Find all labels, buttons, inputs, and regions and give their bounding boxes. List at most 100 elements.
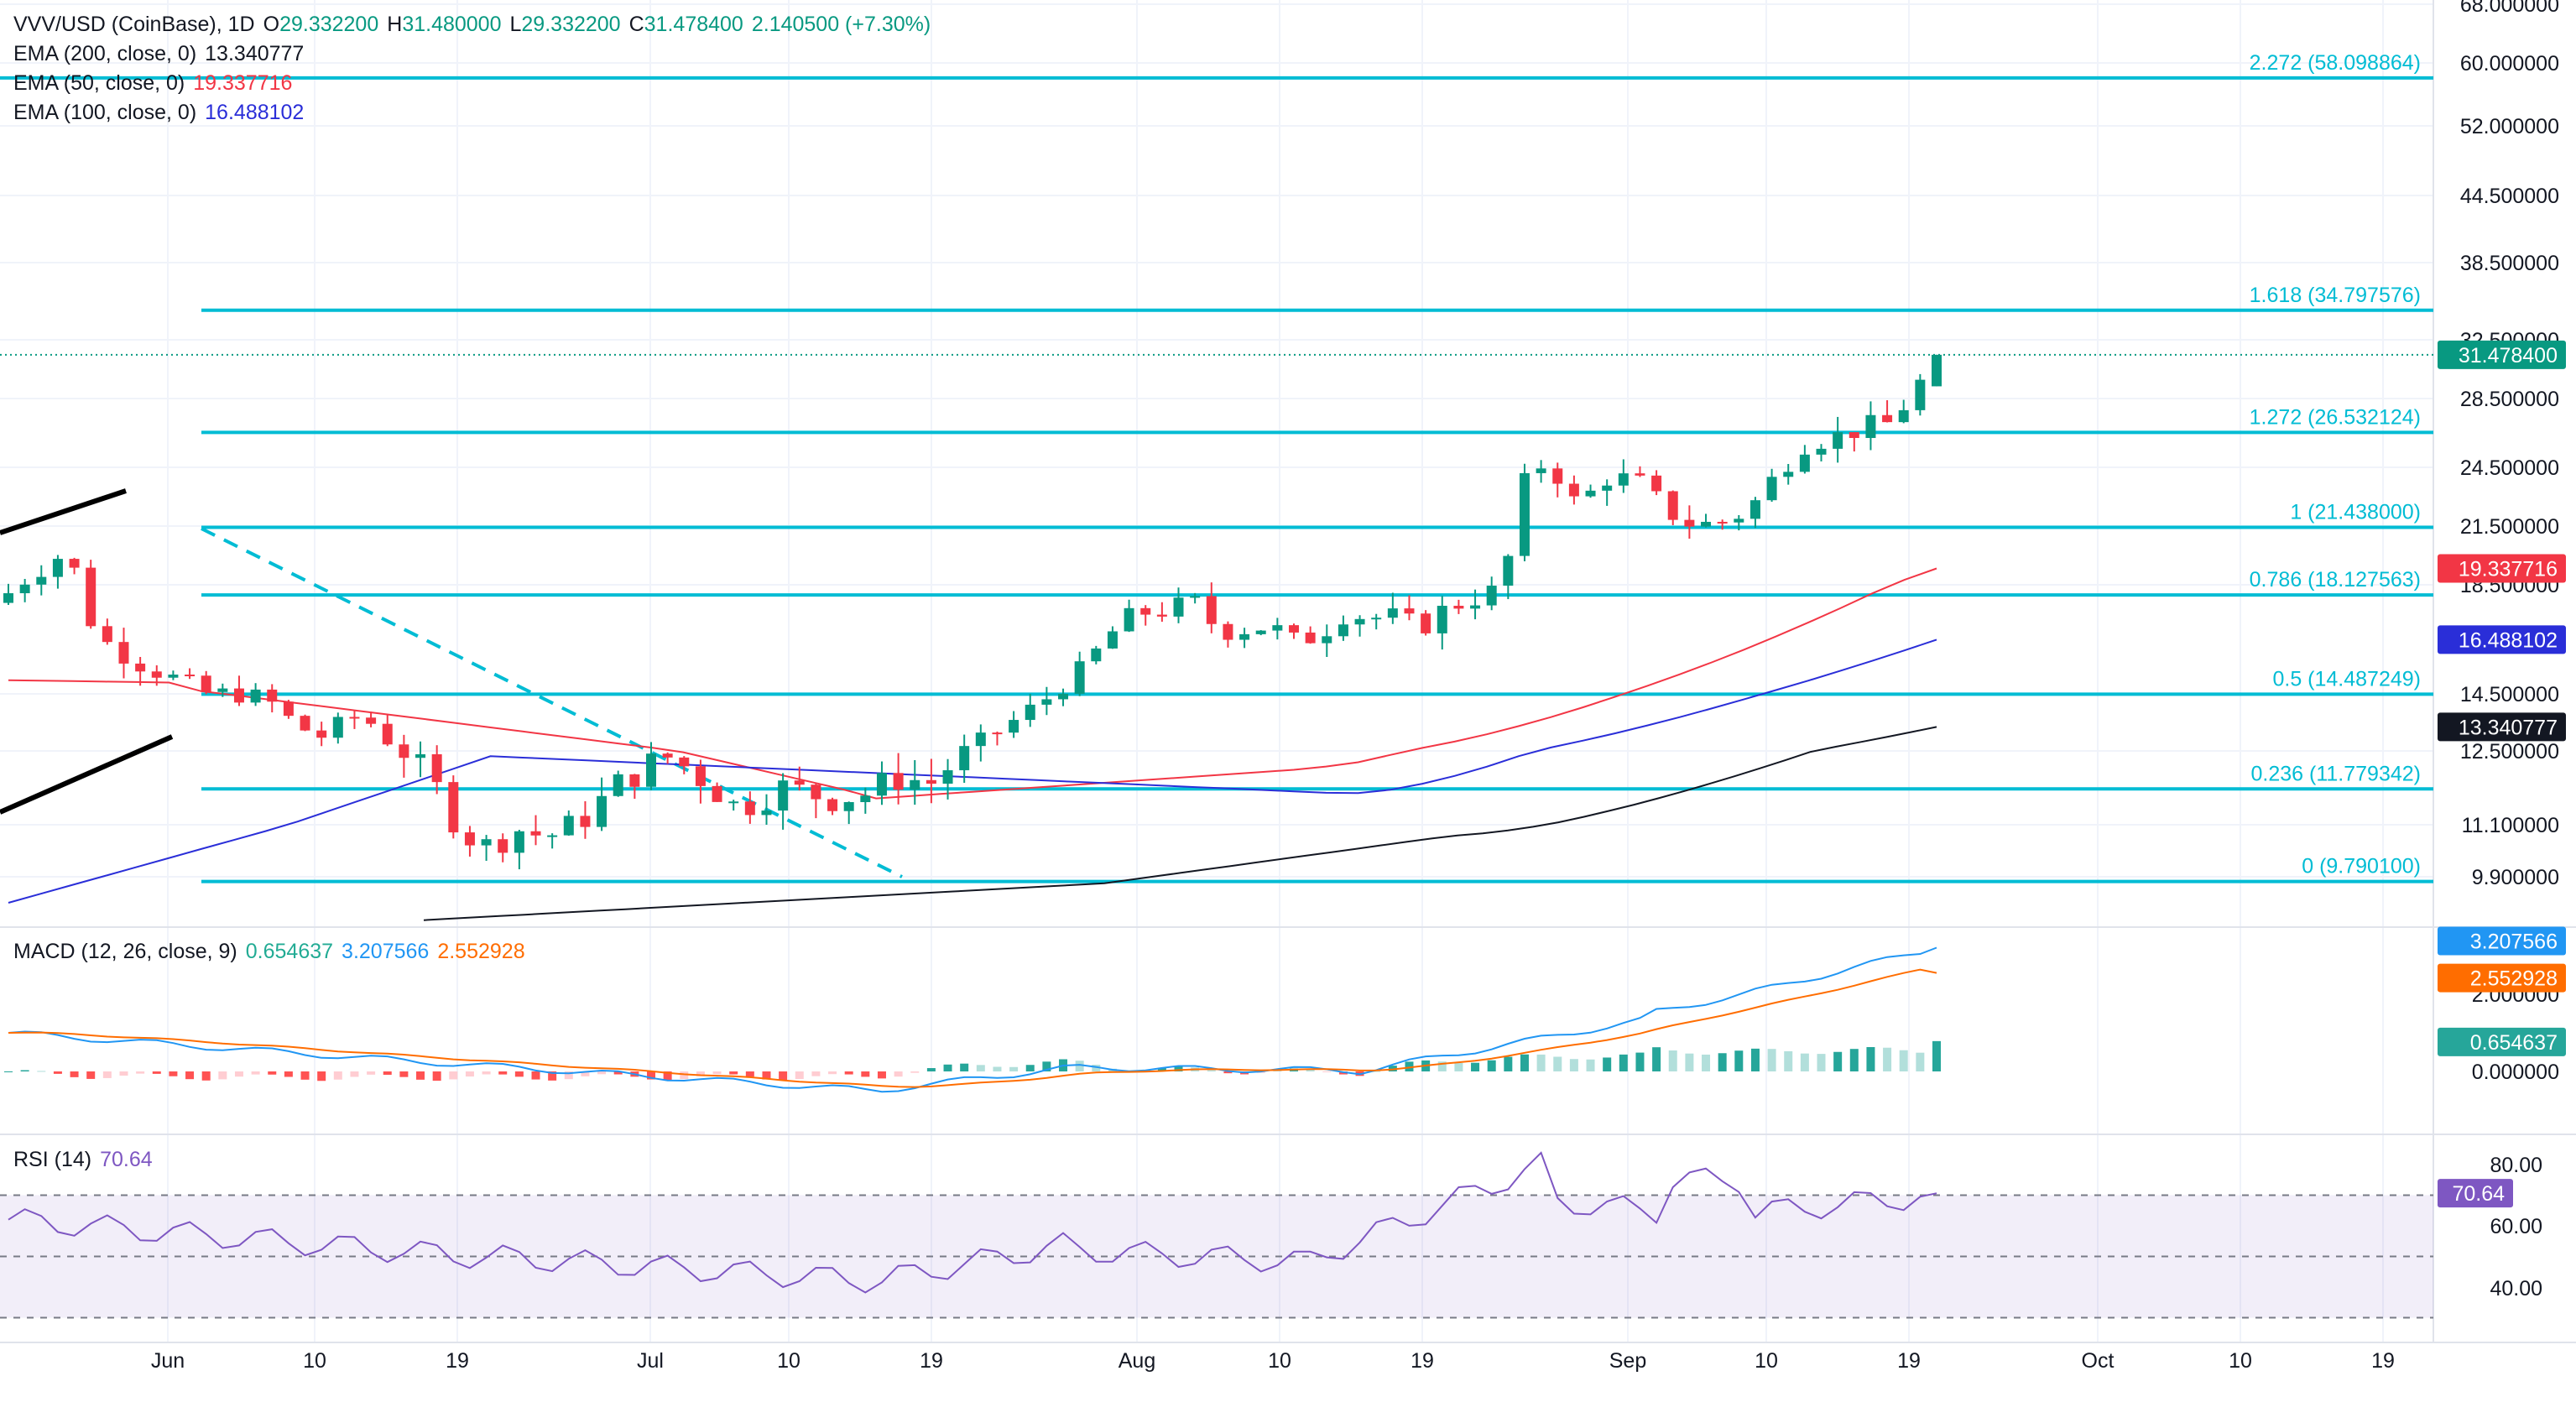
change-value: 2.140500 (+7.30%) bbox=[751, 13, 931, 36]
macd-line bbox=[8, 946, 1937, 1093]
candle-body-87 bbox=[1437, 606, 1447, 633]
macd-hist-bar-40 bbox=[663, 1071, 672, 1081]
price-axis-label-13: 9.900000 bbox=[2472, 866, 2559, 889]
candle-body-18 bbox=[300, 716, 310, 731]
candle-body-96 bbox=[1585, 490, 1596, 497]
macd-hist-bar-71 bbox=[1174, 1066, 1183, 1071]
macd-hist-bar-84 bbox=[1388, 1066, 1397, 1071]
candle-body-12 bbox=[201, 675, 211, 692]
ema50-line bbox=[8, 567, 1937, 800]
macd-hist-bar-63 bbox=[1042, 1061, 1051, 1071]
ema100-line bbox=[8, 638, 1937, 904]
candle-body-30 bbox=[498, 839, 508, 853]
hist-value-badge-bg bbox=[2438, 1027, 2566, 1056]
macd-hist-bar-5 bbox=[86, 1071, 96, 1079]
chart-grid bbox=[0, 0, 2576, 1343]
price-axis-label-10: 14.500000 bbox=[2460, 683, 2559, 706]
macd-hist-bar-52 bbox=[861, 1071, 870, 1077]
candle-body-66 bbox=[1091, 648, 1102, 662]
macd-hist-bar-98 bbox=[1619, 1054, 1628, 1071]
macd-hist-bar-18 bbox=[300, 1071, 310, 1080]
low-value: 29.332200 bbox=[521, 13, 621, 36]
price-axis-label-4: 38.500000 bbox=[2460, 252, 2559, 275]
macd-hist-bar-30 bbox=[498, 1071, 508, 1075]
time-axis-label-8: 19 bbox=[1411, 1349, 1434, 1373]
symbol-title: VVV/USD (CoinBase), 1D bbox=[13, 13, 255, 36]
macd-hist-bar-59 bbox=[976, 1065, 985, 1071]
candle-body-105 bbox=[1734, 519, 1744, 523]
macd-hist-bar-29 bbox=[482, 1071, 491, 1075]
candle-body-60 bbox=[992, 732, 1003, 735]
macd-hist-bar-80 bbox=[1322, 1071, 1332, 1072]
candle-body-9 bbox=[151, 671, 162, 678]
candle-body-114 bbox=[1882, 414, 1893, 423]
macd-hist-bar-115 bbox=[1899, 1050, 1908, 1071]
ema100-label: EMA (100, close, 0) bbox=[13, 101, 197, 124]
candle-body-83 bbox=[1371, 618, 1382, 620]
macd-hist-bar-105 bbox=[1734, 1050, 1744, 1071]
macd-label: MACD (12, 26, close, 9) bbox=[13, 940, 237, 963]
candle-body-97 bbox=[1602, 485, 1613, 491]
macd-hist-bar-114 bbox=[1883, 1047, 1892, 1071]
macd-hist-bar-90 bbox=[1487, 1060, 1496, 1071]
time-axis-label-10: 10 bbox=[1755, 1349, 1778, 1373]
candle-body-6 bbox=[102, 626, 112, 643]
macd-hist-bar-109 bbox=[1800, 1053, 1809, 1071]
time-axis-label-12: Oct bbox=[2082, 1349, 2115, 1373]
candle-body-20 bbox=[332, 717, 343, 738]
macd-hist-bar-45 bbox=[745, 1071, 754, 1077]
macd-hist-bar-34 bbox=[564, 1071, 573, 1080]
macd-hist-bar-42 bbox=[696, 1071, 705, 1076]
macd-hist-bar-104 bbox=[1718, 1053, 1727, 1071]
trend-lines bbox=[0, 488, 903, 878]
fib-label-6: 0.236 (11.779342) bbox=[2251, 762, 2421, 785]
macd-value-badge: 3.207566 bbox=[2470, 930, 2558, 953]
time-axis-label-4: 10 bbox=[777, 1349, 800, 1373]
candle-body-49 bbox=[811, 784, 821, 800]
macd-hist-bar-15 bbox=[251, 1071, 260, 1075]
price-axis-label-8: 21.500000 bbox=[2460, 515, 2559, 539]
candle-body-116 bbox=[1915, 379, 1926, 410]
macd-hist-bar-111 bbox=[1833, 1051, 1843, 1071]
macd-hist-bar-95 bbox=[1569, 1059, 1578, 1071]
candle-body-101 bbox=[1667, 491, 1678, 520]
macd-hist-bar-8 bbox=[136, 1071, 145, 1074]
time-axis-label-3: Jul bbox=[637, 1349, 664, 1373]
macd-hist-bar-108 bbox=[1784, 1050, 1793, 1071]
ema50-value: 19.337716 bbox=[193, 71, 293, 95]
price-axis-label-1: 60.000000 bbox=[2460, 52, 2559, 76]
price-axis-label-11: 12.500000 bbox=[2460, 740, 2559, 764]
macd-hist-bar-37 bbox=[613, 1071, 623, 1075]
macd-hist-bar-66 bbox=[1092, 1065, 1101, 1071]
macd-hist-bar-60 bbox=[993, 1066, 1002, 1071]
candle-body-86 bbox=[1421, 613, 1431, 633]
rsi-pane bbox=[0, 1151, 2433, 1319]
macd-hist-bar-93 bbox=[1536, 1054, 1546, 1071]
macd-signal-value: 2.552928 bbox=[437, 940, 525, 963]
macd-hist-bar-89 bbox=[1471, 1062, 1480, 1071]
macd-hist-bar-116 bbox=[1916, 1052, 1925, 1071]
candle-body-90 bbox=[1486, 586, 1497, 606]
ema200-legend: EMA (200, close, 0) 13.340777 bbox=[13, 39, 312, 69]
candle-body-112 bbox=[1849, 432, 1859, 439]
candle-body-110 bbox=[1816, 448, 1827, 455]
candle-body-48 bbox=[794, 780, 805, 785]
signal-value-badge-bg bbox=[2438, 963, 2566, 993]
last-price-badge-bg bbox=[2438, 340, 2566, 369]
candle-body-61 bbox=[1009, 720, 1019, 733]
candle-body-92 bbox=[1519, 472, 1530, 556]
candle-body-0 bbox=[3, 593, 13, 603]
candle-body-54 bbox=[893, 773, 904, 790]
candle-body-104 bbox=[1717, 521, 1728, 524]
close-label: C bbox=[628, 13, 644, 36]
candle-body-78 bbox=[1289, 625, 1299, 633]
candle-body-109 bbox=[1799, 454, 1810, 472]
candle-body-71 bbox=[1173, 597, 1184, 617]
candle-body-58 bbox=[959, 746, 970, 771]
candle-body-103 bbox=[1701, 521, 1712, 527]
candle-body-102 bbox=[1684, 519, 1695, 527]
macd-hist-bar-41 bbox=[680, 1071, 689, 1080]
ema50-badge: 19.337716 bbox=[2459, 557, 2558, 581]
candle-body-95 bbox=[1568, 483, 1579, 497]
